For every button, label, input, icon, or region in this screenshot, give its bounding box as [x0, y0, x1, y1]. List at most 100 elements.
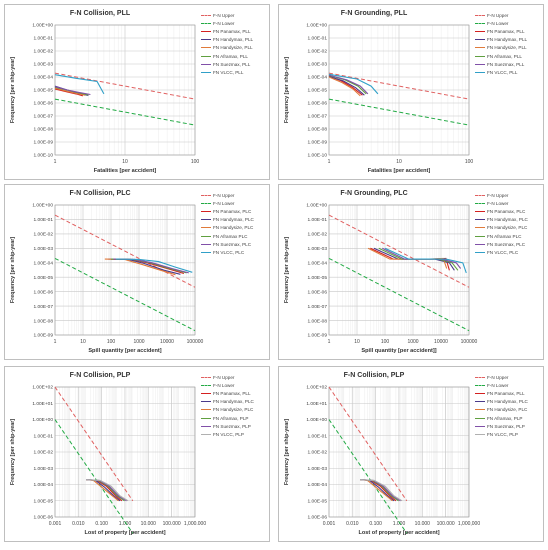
legend-swatch: [475, 243, 485, 245]
x-tick-label: 1: [328, 339, 331, 345]
x-tick-label: 10: [396, 159, 402, 165]
legend-label: F-N Lower: [487, 200, 509, 206]
x-axis-label: Lost of property [per accident]: [84, 530, 165, 536]
chart-panel-2: F-N Grounding, PLL 1 10 100 1.00E-10 1.00E-09…: [278, 4, 544, 180]
x-tick-label: 1: [54, 339, 57, 345]
x-tick-label: 10: [122, 159, 128, 165]
series-line: [54, 86, 91, 96]
series-line: [328, 419, 408, 534]
legend-item: FN Handymax, PLC: [475, 216, 543, 224]
y-tick-label: 1.00E-07: [308, 114, 328, 120]
y-tick-label: 1.00E+01: [306, 401, 327, 407]
legend-item: FN Handysize, PLC: [475, 224, 543, 232]
x-axis-label: Lost of property [per accident]: [358, 530, 439, 536]
series-line: [328, 72, 470, 100]
legend-label: F-N Upper: [487, 374, 509, 380]
y-tick-label: 1.00E-02: [308, 49, 328, 55]
legend-swatch: [475, 235, 485, 237]
legend-swatch: [201, 227, 211, 229]
series-line: [54, 419, 134, 534]
y-tick-label: 1.00E-08: [34, 318, 54, 324]
y-tick-label: 1.00E-07: [34, 114, 54, 120]
chart-legend: F-N Upper F-N Lower FN Panamax, PLL FN Hand…: [201, 11, 269, 77]
y-tick-label: 1.00E-03: [308, 62, 328, 68]
y-tick-label: 1.00E-08: [34, 127, 54, 133]
legend-swatch: [475, 417, 485, 419]
x-tick-label: 100: [465, 159, 474, 165]
legend-swatch: [201, 47, 211, 49]
legend-swatch: [475, 433, 485, 435]
y-tick-label: 1.00E-05: [34, 498, 54, 504]
legend-swatch: [475, 47, 485, 49]
legend-label: FN VLCC, PLC: [487, 249, 519, 255]
legend-item: FN VLCC, PLL: [201, 68, 269, 76]
legend-swatch: [201, 63, 211, 65]
series-line: [328, 98, 470, 126]
legend-swatch: [475, 219, 485, 221]
x-tick-label: 100: [107, 339, 116, 345]
y-tick-label: 1.00E-03: [34, 62, 54, 68]
legend-swatch: [475, 251, 485, 253]
legend-swatch: [201, 384, 211, 386]
chart-svg: 0.001 0.010 0.100 1.000 10.000 100.000 1,000,0…: [284, 385, 480, 536]
y-tick-label: 1.00E-01: [308, 36, 328, 42]
legend-swatch: [201, 219, 211, 221]
series-line: [54, 257, 196, 332]
y-tick-label: 1.00E-03: [308, 466, 328, 472]
x-tick-label: 0.010: [72, 521, 85, 527]
legend-item: F-N Upper: [475, 191, 543, 199]
y-tick-label: 1.00E+00: [306, 203, 327, 209]
y-tick-label: 1.00E-03: [34, 246, 54, 252]
x-axis-label: Spill quantity [per accident]: [88, 348, 161, 354]
legend-swatch: [201, 71, 211, 73]
y-tick-label: 1.00E-01: [34, 217, 54, 223]
y-tick-label: 1.00E+00: [306, 23, 327, 29]
legend-label: FN Aframax PLC: [213, 233, 248, 239]
series-line: [54, 386, 134, 502]
y-tick-label: 1.00E-02: [308, 450, 328, 456]
x-axis-label: Fatalities [per accident]: [94, 168, 157, 174]
y-tick-label: 1.00E-08: [308, 318, 328, 324]
legend-item: F-N Lower: [201, 199, 269, 207]
y-axis-label: Frequency [per ship-year]: [10, 237, 16, 303]
y-tick-label: 1.00E-02: [34, 450, 54, 456]
y-tick-label: 1.00E-08: [308, 127, 328, 133]
legend-swatch: [475, 425, 485, 427]
y-tick-label: 1.00E+00: [32, 417, 53, 423]
x-tick-label: 1,000,000: [458, 521, 480, 527]
legend-item: FN Aframax, PLL: [475, 52, 543, 60]
series-line: [115, 258, 193, 273]
legend-item: FN Handymax, PLC: [201, 398, 269, 406]
y-tick-label: 1.00E+02: [306, 385, 327, 391]
legend-swatch: [475, 384, 485, 386]
legend-label: FN Suezmax, PLL: [487, 61, 525, 67]
legend-swatch: [201, 22, 211, 24]
series-line: [328, 73, 379, 95]
series-line: [54, 88, 84, 97]
chart-panel-4: F-N Grounding, PLC 1 10 100 1000 10000 100000 1…: [278, 184, 544, 360]
legend-swatch: [475, 39, 485, 41]
x-tick-label: 100000: [461, 339, 478, 345]
legend-label: FN Handysize, PLC: [213, 407, 254, 413]
plot-frame: [54, 386, 196, 518]
legend-item: FN Panamax, PLL: [201, 27, 269, 35]
series-line: [328, 75, 365, 96]
legend-item: FN Suezmax, PLP: [475, 422, 543, 430]
chart-svg: 1 10 100 1.00E-10 1.00E-09 1.00E-08 1.00E-07 1.…: [284, 23, 474, 174]
y-tick-label: 1.00E-06: [34, 289, 54, 295]
series-line: [54, 72, 196, 100]
legend-item: FN Panamax, PLL: [475, 27, 543, 35]
y-tick-label: 1.00E-06: [34, 101, 54, 107]
legend-item: FN Aframax, PLP: [475, 414, 543, 422]
y-tick-label: 1.00E-09: [308, 333, 328, 339]
chart-legend: F-N Upper F-N Lower FN Panamax, PLC FN Hand…: [475, 191, 543, 257]
legend-label: FN Panamax, PLL: [487, 28, 525, 34]
y-tick-label: 1.00E-04: [308, 75, 328, 81]
x-tick-label: 1000: [133, 339, 144, 345]
legend-label: F-N Lower: [213, 200, 235, 206]
legend-item: FN Panamax, PLC: [201, 207, 269, 215]
y-axis-label: Frequency [per ship-year]: [10, 57, 16, 123]
x-tick-label: 10000: [434, 339, 448, 345]
legend-label: FN VLCC, PLL: [213, 69, 244, 75]
legend-swatch: [201, 401, 211, 403]
